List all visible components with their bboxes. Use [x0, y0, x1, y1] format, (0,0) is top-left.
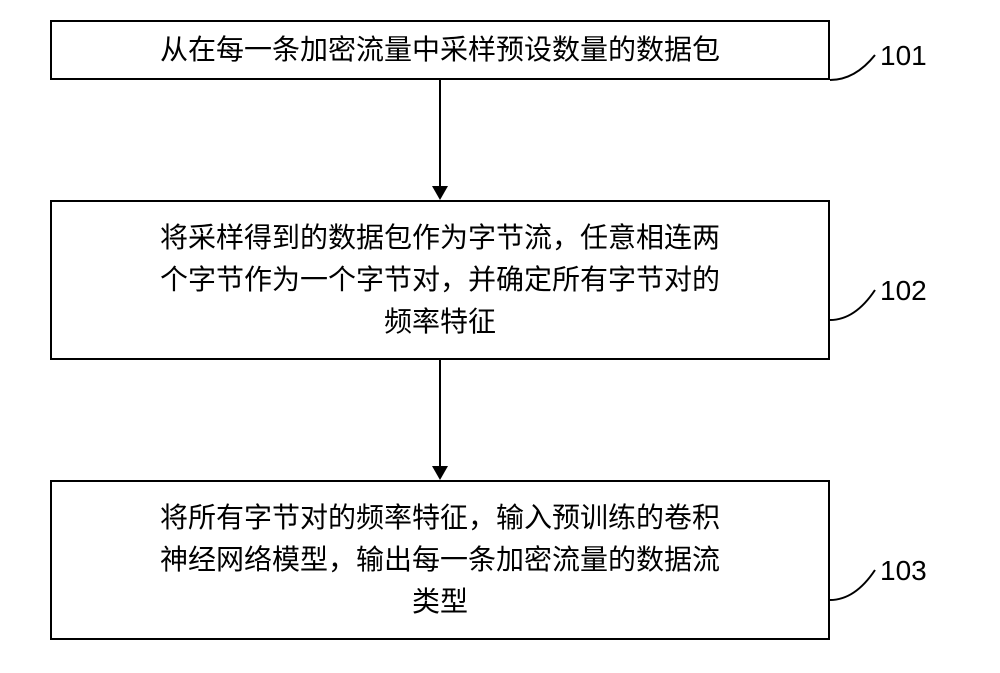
label-1: 101: [880, 40, 927, 72]
label-2: 102: [880, 275, 927, 307]
flow-box-3: 将所有字节对的频率特征，输入预训练的卷积 神经网络模型，输出每一条加密流量的数据…: [50, 480, 830, 640]
flow-box-2: 将采样得到的数据包作为字节流，任意相连两 个字节作为一个字节对，并确定所有字节对…: [50, 200, 830, 360]
arrow-1-head: [432, 186, 448, 200]
leader-line-1: [830, 40, 885, 85]
arrow-2-head: [432, 466, 448, 480]
arrow-1-line: [439, 80, 441, 188]
label-3: 103: [880, 555, 927, 587]
leader-line-3: [830, 555, 885, 605]
arrow-2-line: [439, 360, 441, 468]
flow-box-3-text: 将所有字节对的频率特征，输入预训练的卷积 神经网络模型，输出每一条加密流量的数据…: [160, 497, 720, 623]
flow-box-1-text: 从在每一条加密流量中采样预设数量的数据包: [160, 29, 720, 71]
flow-box-1: 从在每一条加密流量中采样预设数量的数据包: [50, 20, 830, 80]
flow-box-2-text: 将采样得到的数据包作为字节流，任意相连两 个字节作为一个字节对，并确定所有字节对…: [160, 217, 720, 343]
leader-line-2: [830, 275, 885, 325]
